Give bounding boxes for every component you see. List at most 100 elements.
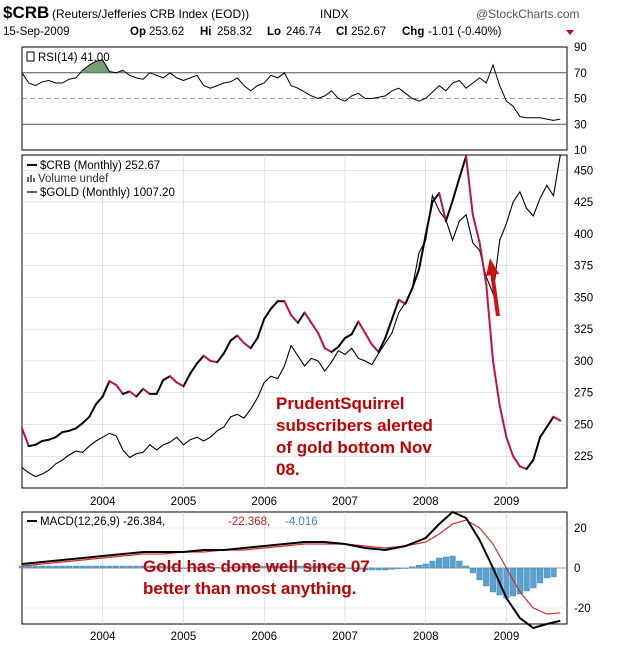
macd-y-tick-0: 0 <box>574 563 580 575</box>
crb-segment <box>337 337 346 348</box>
crb-segment <box>303 311 313 324</box>
macd-histogram-bar <box>214 567 221 569</box>
rsi-legend: RSI(14) 41.00 <box>26 51 110 64</box>
crb-segment <box>465 155 474 216</box>
crb-segment <box>350 320 360 336</box>
macd-histogram-bar <box>510 567 517 597</box>
crb-segment <box>175 381 185 388</box>
macd-histogram-bar <box>59 565 66 569</box>
macd-histogram-bar <box>543 567 550 579</box>
macd-histogram-bar <box>247 565 254 569</box>
price-panel-frame <box>21 154 568 489</box>
x-tick-2009: 2009 <box>494 496 520 508</box>
rsi-legend-swatch <box>26 51 35 62</box>
macd-x-tick-2009: 2009 <box>494 631 520 643</box>
macd-histogram-bar <box>18 565 26 569</box>
crb-segment <box>135 387 145 398</box>
crb-segment <box>323 347 333 353</box>
macd-annotation-line-2: better than most anything. <box>143 579 356 598</box>
macd-histogram-bar <box>368 567 375 571</box>
crb-segment <box>27 443 37 448</box>
crb-segment <box>344 333 353 339</box>
crb-segment <box>330 345 340 353</box>
macd-annotation-line-1: Gold has done well since 07 <box>143 557 370 576</box>
open-value: 253.62 <box>149 26 184 38</box>
macd-histogram-bar <box>267 565 275 569</box>
macd-y-tick--20: -20 <box>574 603 591 615</box>
macd-histogram-bar <box>240 565 248 569</box>
crb-segment <box>418 234 427 271</box>
macd-histogram-bar <box>146 565 153 569</box>
crb-segment <box>263 307 272 320</box>
macd-histogram-bar <box>456 560 463 569</box>
macd-histogram-bar <box>25 565 32 569</box>
macd-histogram-bar <box>409 566 416 569</box>
crb-segment <box>121 390 131 395</box>
macd-histogram-bar <box>335 567 342 569</box>
crb-segment <box>95 395 104 406</box>
macd-histogram-bar <box>315 565 322 569</box>
close-value: 252.67 <box>351 26 386 38</box>
macd-histogram-bar <box>254 565 261 569</box>
crb-segment <box>128 390 138 398</box>
macd-histogram-bar <box>294 565 301 569</box>
crb-segment <box>532 436 542 461</box>
macd-histogram-bar <box>274 565 281 569</box>
macd-histogram-bar <box>113 565 120 569</box>
crb-segment <box>404 287 414 305</box>
crb-segment <box>229 334 239 342</box>
price-y-tick-325: 325 <box>574 324 593 336</box>
rsi-y-tick-10: 10 <box>574 145 587 157</box>
crb-segment <box>370 343 380 353</box>
price-y-tick-250: 250 <box>574 419 593 431</box>
macd-histogram-bar <box>79 565 86 569</box>
crb-segment <box>438 192 447 223</box>
macd-histogram-bar <box>220 567 227 569</box>
crb-segment <box>310 321 320 334</box>
crb-segment <box>498 404 508 439</box>
crb-segment <box>54 431 64 439</box>
crb-segment <box>471 213 481 244</box>
low-label: Lo <box>267 26 281 38</box>
macd-histogram-bar <box>523 567 530 592</box>
crb-segment <box>283 300 293 317</box>
crb-segment <box>68 427 77 432</box>
crb-segment <box>391 298 400 320</box>
macd-histogram-bar <box>52 565 59 569</box>
macd-histogram-bar <box>530 567 537 589</box>
macd-x-tick-2007: 2007 <box>332 631 358 643</box>
down-triangle-icon <box>566 30 574 35</box>
high-label: Hi <box>200 26 212 38</box>
macd-histogram-bar <box>160 565 167 569</box>
macd-histogram-bar <box>72 565 79 569</box>
macd-histogram-bar <box>442 556 449 569</box>
crb-segment <box>485 283 494 362</box>
crb-segment <box>169 375 178 384</box>
open-label: Op <box>130 26 146 38</box>
macd-histogram-bar <box>32 565 39 569</box>
crb-segment <box>189 362 198 375</box>
crb-segment <box>236 334 245 345</box>
macd-histogram-bar <box>187 567 194 569</box>
crb-segment <box>424 201 434 237</box>
annotation-line-3: of gold bottom Nov <box>276 438 432 457</box>
macd-y-tick-20: 20 <box>574 523 587 535</box>
macd-histogram-bar <box>139 565 147 569</box>
macd-histogram-bar <box>234 566 241 569</box>
crb-segment <box>256 318 266 339</box>
annotation-line-1: PrudentSquirrel <box>276 394 404 413</box>
crb-segment <box>492 359 501 407</box>
annotation-line-4: 08. <box>276 460 300 479</box>
macd-x-tick-2006: 2006 <box>251 631 277 643</box>
macd-histogram-bar <box>180 567 187 569</box>
rsi-y-tick-30: 30 <box>574 119 587 131</box>
crb-segment <box>296 311 306 324</box>
macd-histogram-bar <box>355 567 362 570</box>
histogram-legend-label: -4.016 <box>285 516 318 528</box>
x-tick-2005: 2005 <box>171 496 197 508</box>
crb-segment <box>196 354 205 365</box>
crb-segment <box>512 455 521 468</box>
macd-histogram-bar <box>328 566 335 569</box>
crb-segment <box>182 372 192 388</box>
crb-segment <box>518 465 528 470</box>
